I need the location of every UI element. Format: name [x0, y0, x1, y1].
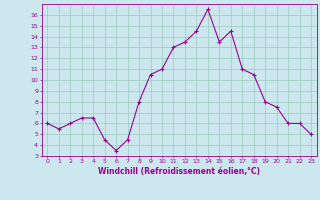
X-axis label: Windchill (Refroidissement éolien,°C): Windchill (Refroidissement éolien,°C) [98, 167, 260, 176]
